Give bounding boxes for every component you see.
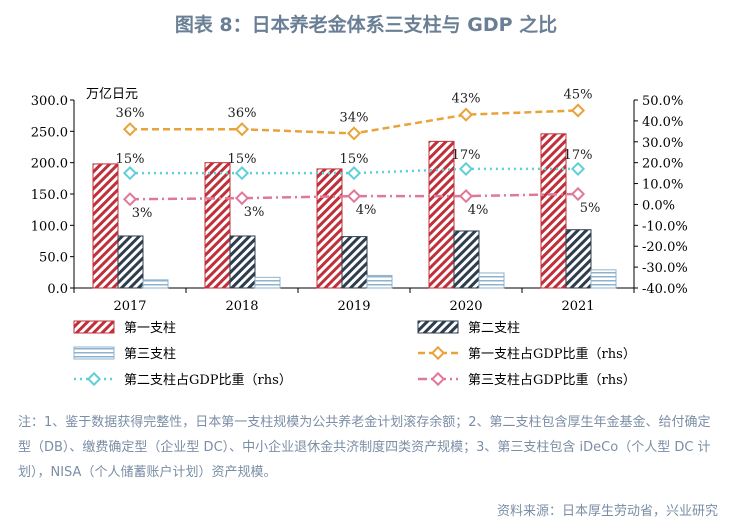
bar-1 [204, 162, 231, 289]
legend-marker-5 [86, 371, 102, 387]
legend-swatch-1 [73, 320, 115, 334]
bar-3 [590, 269, 617, 289]
data-label-1: 36% [228, 106, 257, 121]
bar-2 [453, 230, 480, 289]
legend-label-6: 第三支柱占GDP比重（rhs） [468, 372, 636, 388]
data-label-1: 45% [564, 87, 593, 102]
footnote: 注：1、鉴于数据获得完整性，日本第一支柱规模为公共养老金计划滚存余额；2、第二支… [18, 415, 711, 480]
labels-group: 36% 36% 34% 43% 45% 15% 15% 15% 17% 17% 3% 3% 4% 4% 5% [116, 87, 601, 221]
bar-1 [316, 168, 343, 289]
chart-title: 图表 8：日本养老金体系三支柱与 GDP 之比 [174, 14, 558, 36]
legend-label-2: 第二支柱 [468, 321, 520, 336]
bar-3 [142, 279, 169, 289]
left-tick-label: 200.0 [31, 157, 68, 172]
data-label-1: 34% [340, 110, 369, 125]
line-marker-1 [570, 103, 586, 118]
right-tick-label: 30.0% [642, 136, 683, 151]
bar-1 [428, 140, 455, 289]
axes-group: 0.0 50.0 100.0 150.0 200.0 250.0 300.0 -40.0% -3… [31, 87, 688, 314]
left-tick-label: 150.0 [31, 188, 68, 203]
data-label-2: 17% [564, 148, 593, 163]
line-marker-3 [122, 192, 138, 207]
right-tick-label: 50.0% [642, 94, 683, 109]
line-marker-2 [346, 166, 362, 181]
x-tick-label: 2019 [337, 299, 370, 314]
line-marker-1 [122, 122, 138, 137]
left-axis-label: 万亿日元 [86, 87, 138, 102]
legend-label-3: 第三支柱 [124, 347, 176, 362]
legend-label-1: 第一支柱 [124, 321, 176, 336]
x-tick-label: 2020 [449, 299, 482, 314]
left-tick-label: 250.0 [31, 125, 68, 140]
left-tick-label: 300.0 [31, 94, 68, 109]
source-note: 资料来源：日本厚生劳动省，兴业研究 [496, 504, 718, 519]
data-label-2: 15% [116, 152, 145, 167]
data-label-2: 15% [340, 152, 369, 167]
chart-svg: 0.0 50.0 100.0 150.0 200.0 250.0 300.0 -40.0% -3… [31, 87, 688, 388]
data-label-3: 5% [580, 201, 601, 216]
data-label-3: 3% [244, 205, 265, 220]
right-tick-label: 10.0% [642, 178, 683, 193]
bar-1 [92, 163, 119, 289]
bar-2 [229, 235, 256, 289]
bar-2 [117, 235, 144, 289]
line-marker-3 [570, 186, 586, 202]
line-marker-2 [234, 166, 250, 181]
right-tick-label: 40.0% [642, 115, 683, 130]
right-tick-label: 0.0% [642, 198, 675, 213]
data-label-3: 4% [356, 203, 377, 218]
bars-group [92, 133, 617, 289]
left-tick-label: 50.0 [39, 251, 68, 266]
line-marker-2 [122, 166, 138, 181]
data-label-1: 36% [116, 106, 145, 121]
right-tick-label: -40.0% [642, 282, 688, 297]
line-marker-2 [570, 161, 586, 177]
line-marker-1 [234, 122, 250, 137]
data-label-3: 3% [132, 206, 153, 221]
x-tick-label: 2018 [225, 299, 258, 314]
bar-2 [341, 236, 368, 289]
legend-marker-4 [430, 345, 446, 361]
bar-2 [565, 229, 592, 289]
line-marker-3 [458, 189, 474, 204]
bar-3 [254, 276, 281, 289]
lines-group [122, 103, 586, 207]
right-tick-label: -30.0% [642, 261, 688, 276]
legend-swatch-2 [417, 320, 459, 334]
legend-marker-6 [430, 371, 446, 387]
line-marker-1 [346, 126, 362, 141]
data-label-2: 17% [452, 148, 481, 163]
line-marker-3 [346, 189, 362, 204]
line-marker-3 [234, 191, 250, 206]
bar-3 [366, 274, 393, 289]
data-label-2: 15% [228, 152, 257, 167]
data-label-3: 4% [468, 203, 489, 218]
left-tick-label: 0.0 [47, 282, 68, 297]
data-label-1: 43% [452, 92, 481, 107]
right-tick-label: 20.0% [642, 157, 683, 172]
right-tick-label: -10.0% [642, 219, 688, 234]
bar-1 [540, 133, 567, 289]
right-tick-label: -20.0% [642, 240, 688, 255]
legend-label-4: 第一支柱占GDP比重（rhs） [468, 346, 636, 362]
legend-swatch-3 [73, 346, 115, 360]
x-tick-label: 2021 [561, 299, 594, 314]
legend-label-5: 第二支柱占GDP比重（rhs） [124, 372, 292, 388]
x-tick-label: 2017 [113, 299, 146, 314]
line-marker-2 [458, 161, 474, 177]
left-tick-label: 100.0 [31, 219, 68, 234]
bar-3 [478, 272, 505, 289]
line-marker-1 [458, 107, 474, 122]
